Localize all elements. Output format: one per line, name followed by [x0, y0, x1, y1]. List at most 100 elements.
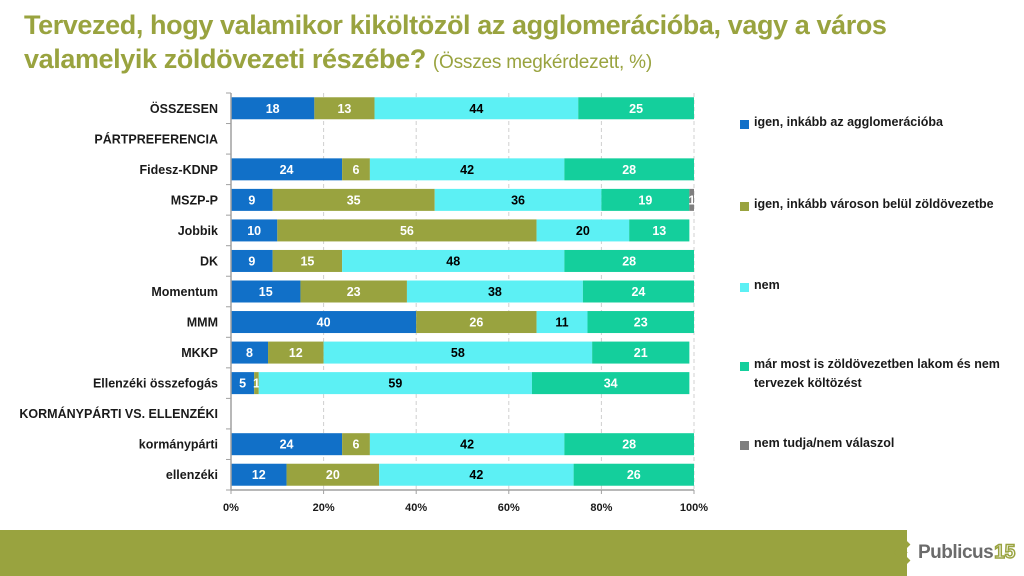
- bar-segment: [406, 280, 583, 303]
- bar-segment: [573, 463, 694, 486]
- bar-segment: [369, 158, 565, 181]
- bar-segment: [379, 463, 574, 486]
- bar-segment: [231, 249, 273, 272]
- bar-segment: [323, 341, 593, 364]
- bar-value-label: 42: [460, 163, 474, 177]
- bar-segment: [342, 249, 565, 272]
- bar-segment: [689, 188, 694, 211]
- bar-value-label: 9: [248, 254, 255, 268]
- legend-swatch-icon: [740, 120, 749, 129]
- bar-value-label: 1: [253, 377, 260, 391]
- axes: [226, 92, 695, 494]
- x-tick-label: 60%: [498, 502, 520, 514]
- bar-value-label: 58: [451, 346, 465, 360]
- x-tick-label: 0%: [223, 502, 239, 514]
- legend-label: már most is zöldövezetben lakom és nem t…: [754, 357, 1000, 390]
- bar-segment: [564, 433, 694, 456]
- bar-segment: [578, 97, 694, 120]
- tick-labels: 0% 20% 40% 60% 80% 100%: [223, 502, 708, 514]
- legend-label: nem: [754, 278, 780, 292]
- bar-segment: [582, 280, 694, 303]
- bar-segment: [231, 97, 315, 120]
- bar-value-label: 23: [634, 316, 648, 330]
- bar-segment: [314, 97, 375, 120]
- bar-value-label: 28: [622, 438, 636, 452]
- bar-segment: [374, 97, 579, 120]
- bar-value-label: 44: [469, 102, 483, 116]
- bar-segment: [258, 372, 532, 395]
- category-label: Ellenzéki összefogás: [93, 377, 218, 391]
- bar-segment: [272, 188, 435, 211]
- bar-value-label: 20: [326, 468, 340, 482]
- logo-text: Publicus: [918, 542, 994, 563]
- bar-value-label: 6: [353, 438, 360, 452]
- bar-value-label: 42: [469, 468, 483, 482]
- legend-swatch-icon: [740, 202, 749, 211]
- category-label: KORMÁNYPÁRTI VS. ELLENZÉKI: [19, 406, 218, 421]
- category-label: Fidesz-KDNP: [140, 163, 218, 177]
- bar-value-label: 38: [488, 285, 502, 299]
- bar-value-label: 25: [629, 102, 643, 116]
- bar-segment: [231, 433, 343, 456]
- bar-value-label: 48: [446, 254, 460, 268]
- bar-segment: [277, 219, 537, 242]
- title-subtitle: (Összes megkérdezett, %): [432, 52, 652, 73]
- legend-swatch-icon: [740, 283, 749, 292]
- bar-value-label: 35: [347, 193, 361, 207]
- category-label: Momentum: [151, 285, 218, 299]
- bar-value-label: 1: [688, 193, 695, 207]
- bar-value-label: 26: [627, 468, 641, 482]
- bar-value-label: 26: [469, 316, 483, 330]
- category-label: MKKP: [181, 346, 218, 360]
- bar-segment: [254, 372, 259, 395]
- publicus-logo: Publicus 15: [893, 536, 1016, 570]
- bar-value-label: 15: [259, 285, 273, 299]
- bar-segment: [231, 280, 301, 303]
- bar-value-label: 34: [604, 377, 618, 391]
- bar-value-label: 56: [400, 224, 414, 238]
- category-label: DK: [200, 254, 218, 268]
- bar-value-label: 24: [280, 163, 294, 177]
- bar-segment: [369, 433, 565, 456]
- bar-segment: [342, 158, 370, 181]
- bar-value-label: 13: [337, 102, 351, 116]
- bar-segment: [416, 311, 537, 334]
- bar-segment: [268, 341, 324, 364]
- bar-value-label: 21: [634, 346, 648, 360]
- bar-segment: [564, 158, 694, 181]
- category-label: kormánypárti: [139, 438, 218, 452]
- bar-segment: [300, 280, 407, 303]
- logo-number: 15: [993, 541, 1016, 564]
- bar-segment: [564, 249, 694, 272]
- legend-label: igen, inkább az agglomerációba: [754, 115, 943, 129]
- bar-value-label: 18: [266, 102, 280, 116]
- bar-segment: [434, 188, 602, 211]
- bar-value-label: 40: [317, 316, 331, 330]
- category-label: PÁRTPREFERENCIA: [94, 131, 218, 146]
- bar-segment: [231, 341, 269, 364]
- bar-value-label: 59: [388, 377, 402, 391]
- logo-diamonds-icon: [893, 540, 911, 566]
- bar-value-label: 28: [622, 254, 636, 268]
- legend-swatch-icon: [740, 441, 749, 450]
- bar-segment: [342, 433, 370, 456]
- legend-item: igen, inkább városon belül zöldövezetbe: [740, 197, 1000, 214]
- x-tick-label: 20%: [313, 502, 335, 514]
- legend-item: már most is zöldövezetben lakom és nem t…: [740, 357, 1000, 393]
- bar-segment: [231, 158, 343, 181]
- bar-value-label: 23: [347, 285, 361, 299]
- bar-segment: [231, 188, 273, 211]
- x-tick-label: 100%: [680, 502, 708, 514]
- bar-segment: [536, 219, 630, 242]
- bar-segment: [231, 463, 287, 486]
- bar-value-label: 20: [576, 224, 590, 238]
- category-label: ÖSSZESEN: [150, 101, 218, 116]
- bar-value-label: 9: [248, 193, 255, 207]
- bar-segment: [536, 311, 588, 334]
- legend-item: igen, inkább az agglomerációba: [740, 115, 1000, 132]
- category-label: ellenzéki: [166, 468, 218, 482]
- bar-value-label: 28: [622, 163, 636, 177]
- bar-value-label: 10: [247, 224, 261, 238]
- legend-label: igen, inkább városon belül zöldövezetbe: [754, 197, 994, 211]
